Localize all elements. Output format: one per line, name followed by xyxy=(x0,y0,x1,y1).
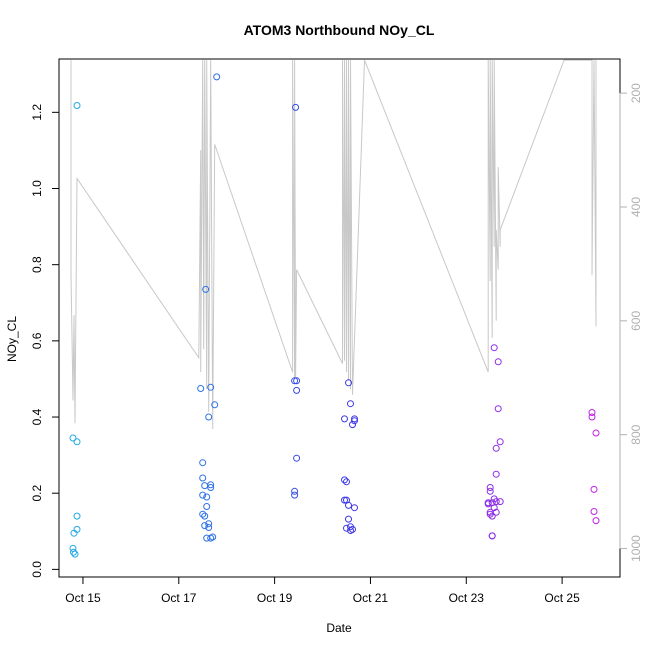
chart-title: ATOM3 Northbound NOy_CL xyxy=(244,22,435,38)
data-point xyxy=(486,484,494,491)
data-point xyxy=(73,438,81,446)
data-point xyxy=(494,405,502,413)
data-point xyxy=(590,508,598,515)
y-right-tick-label: 600 xyxy=(629,311,643,331)
data-point xyxy=(291,377,299,385)
data-point xyxy=(207,484,215,491)
y-tick-label: 1.2 xyxy=(30,104,44,121)
y-right-tick-label: 1000 xyxy=(629,535,643,562)
data-point xyxy=(345,501,352,509)
data-point xyxy=(207,383,215,391)
data-point xyxy=(199,491,207,499)
data-point xyxy=(73,525,81,533)
data-point xyxy=(205,524,213,531)
data-point xyxy=(588,413,596,421)
y-right-tick-label: 400 xyxy=(629,197,643,217)
data-point xyxy=(590,485,598,493)
data-point xyxy=(205,413,213,421)
data-point xyxy=(73,102,81,109)
data-point xyxy=(486,487,494,495)
data-point xyxy=(205,520,213,528)
y-tick-label: 1.0 xyxy=(30,180,44,197)
y-right-tick-label: 800 xyxy=(629,424,643,444)
data-point xyxy=(203,503,211,510)
data-point xyxy=(349,525,356,533)
x-axis: Oct 15 Oct 17 Oct 19 Oct 21 Oct 23 Oct 25 xyxy=(65,576,580,605)
data-point xyxy=(351,415,358,423)
x-axis-label: Date xyxy=(326,621,352,635)
data-point xyxy=(588,409,596,416)
y-right-tick-label: 200 xyxy=(629,83,643,103)
data-point xyxy=(486,510,494,518)
data-point xyxy=(291,487,299,495)
y-tick-label: 0.0 xyxy=(30,561,44,578)
data-points-layer xyxy=(69,73,600,558)
data-point xyxy=(211,401,219,409)
data-point xyxy=(496,438,504,446)
data-point xyxy=(592,517,600,525)
data-point xyxy=(347,400,354,408)
data-point xyxy=(492,508,500,516)
y-tick-label: 0.8 xyxy=(30,256,44,273)
y-axis-label: NOy_CL xyxy=(5,316,19,362)
data-point xyxy=(201,522,209,530)
data-point xyxy=(351,417,358,425)
data-point xyxy=(341,415,348,423)
altitude-series-line xyxy=(70,59,597,430)
data-point xyxy=(69,434,77,442)
data-point xyxy=(199,510,207,518)
data-point xyxy=(197,385,205,392)
plot-frame xyxy=(58,58,621,578)
data-point xyxy=(201,482,209,490)
x-tick-label: Oct 21 xyxy=(353,591,389,605)
data-point xyxy=(209,533,217,541)
data-point xyxy=(492,470,500,478)
data-point xyxy=(291,491,299,499)
data-point xyxy=(293,377,301,385)
data-point xyxy=(490,344,498,352)
data-point xyxy=(207,481,215,489)
data-point xyxy=(492,444,500,452)
data-point xyxy=(213,73,221,81)
data-point xyxy=(203,493,211,501)
data-point xyxy=(490,504,498,512)
data-point xyxy=(293,454,301,462)
data-point xyxy=(293,386,301,394)
data-point xyxy=(496,498,504,506)
y-tick-label: 0.4 xyxy=(30,408,44,425)
y-axis-right: 200 400 600 800 1000 xyxy=(619,83,643,562)
data-point xyxy=(341,496,348,504)
x-tick-label: Oct 23 xyxy=(449,591,485,605)
y-tick-label: 0.2 xyxy=(30,485,44,502)
data-point xyxy=(488,532,496,540)
data-point xyxy=(345,379,352,387)
x-tick-label: Oct 19 xyxy=(257,591,293,605)
data-point xyxy=(292,103,300,111)
x-tick-label: Oct 15 xyxy=(65,591,101,605)
y-axis: 0.0 0.2 0.4 0.6 0.8 1.0 1.2 xyxy=(30,104,60,578)
data-point xyxy=(71,550,79,558)
data-point xyxy=(345,515,352,523)
data-point xyxy=(351,504,358,512)
data-point xyxy=(199,474,207,482)
altitude-line-layer xyxy=(70,59,597,430)
data-point xyxy=(199,459,207,467)
x-tick-label: Oct 17 xyxy=(161,591,197,605)
data-point xyxy=(341,476,348,484)
x-tick-label: Oct 25 xyxy=(544,591,580,605)
data-point xyxy=(343,478,350,486)
data-point xyxy=(488,512,496,520)
data-point xyxy=(592,429,600,437)
data-point xyxy=(73,512,81,520)
data-point xyxy=(492,498,500,506)
data-point xyxy=(201,512,209,520)
data-point xyxy=(202,285,210,293)
y-tick-label: 0.6 xyxy=(30,332,44,349)
data-point xyxy=(70,548,77,556)
data-point xyxy=(494,358,502,366)
data-point xyxy=(484,500,492,508)
